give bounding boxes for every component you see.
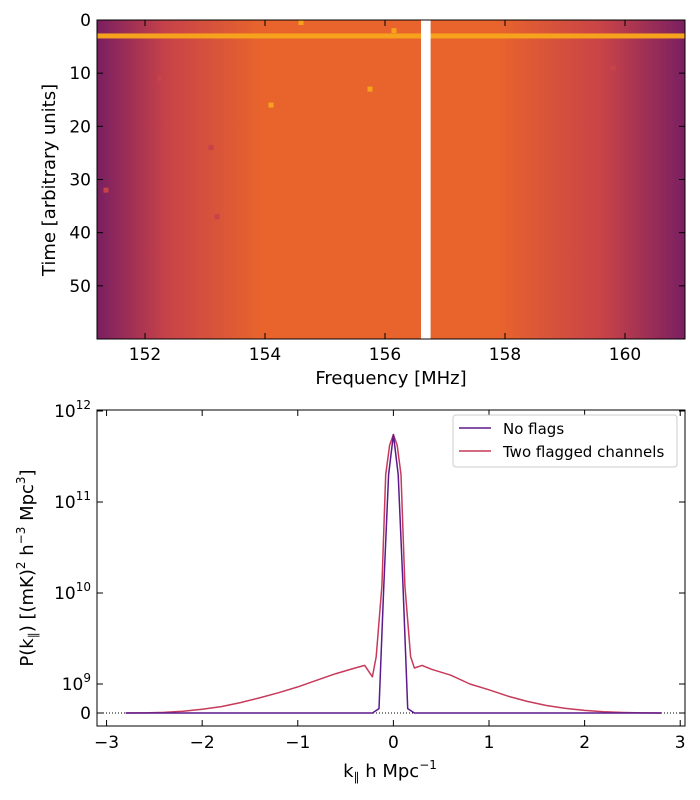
heatmap-x-tick-label: 160 bbox=[609, 345, 641, 365]
heatmap-y-tick-label: 0 bbox=[80, 11, 91, 31]
spectrum-y-tick-label: 1011 bbox=[54, 489, 91, 513]
hot-pixel-8 bbox=[214, 214, 220, 220]
spectrum-panel: −3 −2 −1 0 1 2 3 0 109 1010 1011 1012 No flags Two… bbox=[14, 398, 686, 784]
series-line-two-flagged-channels bbox=[125, 433, 662, 714]
legend-label-two-flagged-channels: Two flagged channels bbox=[502, 443, 664, 461]
hot-pixel-3 bbox=[610, 65, 616, 71]
spectrum-x-tick-label: −1 bbox=[285, 733, 310, 753]
hot-pixel-1 bbox=[391, 28, 397, 34]
spectrum-x-ticks: −3 −2 −1 0 1 2 3 bbox=[94, 410, 686, 753]
series-line-no-flags bbox=[125, 433, 662, 714]
heatmap-y-label: Time [arbitrary units] bbox=[39, 84, 60, 277]
hot-pixels bbox=[103, 20, 616, 220]
heatmap-panel: 152 154 156 158 160 0 10 20 30 40 50 Frequency [M… bbox=[39, 11, 686, 389]
spectrum-x-tick-label: −3 bbox=[94, 733, 119, 753]
legend-box bbox=[452, 414, 678, 468]
heatmap-x-ticks: 152 154 156 158 160 bbox=[129, 20, 641, 365]
heatmap-y-tick-label: 30 bbox=[69, 171, 91, 191]
spectrum-y-tick-label: 1010 bbox=[54, 580, 91, 604]
spectrum-x-tick-label: 3 bbox=[675, 733, 686, 753]
spectrum-series bbox=[125, 433, 662, 714]
heatmap-y-tick-label: 10 bbox=[69, 64, 91, 84]
spectrum-y-tick-label: 109 bbox=[62, 671, 91, 695]
heatmap-x-label: Frequency [MHz] bbox=[315, 368, 466, 389]
spectrum-x-tick-label: 0 bbox=[388, 733, 399, 753]
heatmap-x-tick-label: 152 bbox=[129, 345, 161, 365]
heatmap-x-tick-label: 154 bbox=[249, 345, 281, 365]
hot-pixel-2 bbox=[157, 75, 163, 81]
spectrum-x-tick-label: 2 bbox=[579, 733, 590, 753]
hot-pixel-0 bbox=[298, 20, 304, 25]
heatmap-image bbox=[97, 20, 685, 339]
heatmap-x-tick-label: 156 bbox=[369, 345, 401, 365]
spectrum-x-tick-label: −2 bbox=[190, 733, 215, 753]
spectrum-y-label: P(k∥) [(mK)2 h−3 Mpc3] bbox=[14, 469, 40, 666]
heatmap-y-tick-label: 20 bbox=[69, 117, 91, 137]
legend-label-no-flags: No flags bbox=[503, 420, 564, 438]
spectrum-x-tick-label: 1 bbox=[484, 733, 495, 753]
spectrum-x-label: k∥ h Mpc−1 bbox=[343, 758, 437, 784]
spectrum-y-ticks: 0 109 1010 1011 1012 bbox=[54, 398, 685, 724]
flagged-channel-gap bbox=[421, 20, 431, 339]
heatmap-y-tick-label: 40 bbox=[69, 224, 91, 244]
bright-time-row bbox=[97, 33, 685, 39]
hot-pixel-5 bbox=[268, 102, 274, 108]
hot-pixel-6 bbox=[208, 145, 214, 151]
hot-pixel-7 bbox=[103, 187, 109, 193]
heatmap-y-tick-label: 50 bbox=[69, 277, 91, 297]
spectrum-y-tick-label: 1012 bbox=[54, 398, 91, 422]
spectrum-frame bbox=[96, 409, 686, 727]
spectrum-y-tick-label: 0 bbox=[80, 704, 91, 724]
legend: No flags Two flagged channels bbox=[452, 414, 678, 468]
heatmap-x-tick-label: 158 bbox=[489, 345, 521, 365]
heatmap-y-ticks: 0 10 20 30 40 50 bbox=[69, 11, 685, 297]
hot-pixel-4 bbox=[367, 86, 373, 92]
